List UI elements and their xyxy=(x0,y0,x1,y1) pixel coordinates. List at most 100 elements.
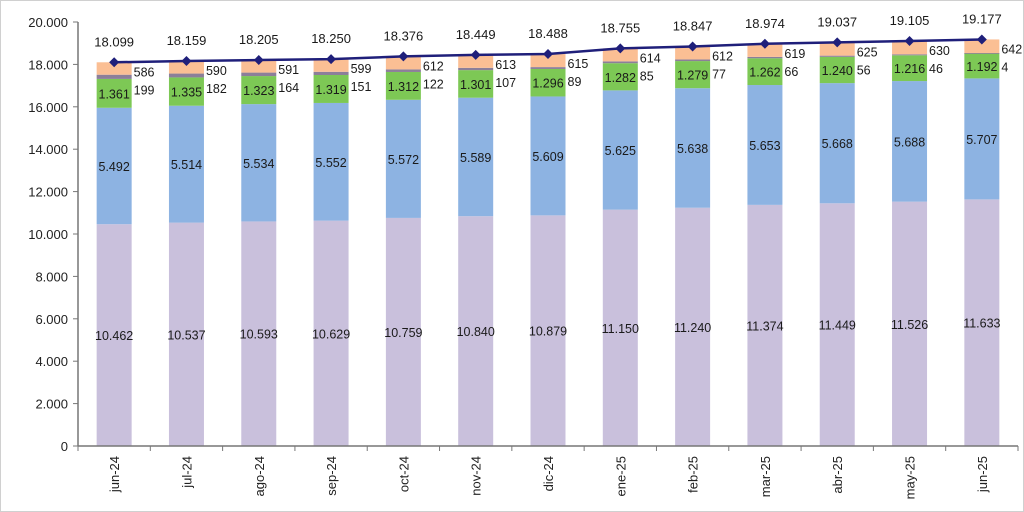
bar-data-label-series-1: 10.593 xyxy=(240,328,278,342)
x-tick-label: jun-25 xyxy=(975,456,990,493)
total-data-label: 18.847 xyxy=(673,18,713,33)
bar-data-label-series-4: 66 xyxy=(784,65,798,79)
x-tick-label: mar-25 xyxy=(758,456,773,497)
bar-segment-series-5 xyxy=(530,54,566,68)
total-data-label: 19.177 xyxy=(962,11,1002,26)
bar-data-label-series-1: 10.840 xyxy=(457,325,495,339)
y-tick-label: 6.000 xyxy=(35,312,68,327)
bar-data-label-series-5: 591 xyxy=(278,63,299,77)
bar-data-label-series-5: 613 xyxy=(495,58,516,72)
bar-data-label-series-3: 1.192 xyxy=(966,60,997,74)
bar-segment-series-4 xyxy=(385,69,421,72)
bar-segment-series-4 xyxy=(892,54,928,56)
bar-data-label-series-2: 5.707 xyxy=(966,133,997,147)
x-tick-label: jun-24 xyxy=(107,456,122,493)
bar-data-label-series-3: 1.279 xyxy=(677,69,708,83)
bar-data-label-series-3: 1.282 xyxy=(605,71,636,85)
bar-segment-series-1 xyxy=(602,209,638,446)
bar-segment-series-1 xyxy=(530,215,566,446)
total-line-layer xyxy=(109,34,987,68)
bar-data-label-series-2: 5.609 xyxy=(532,150,563,164)
bar-data-label-series-5: 642 xyxy=(1001,42,1022,56)
bar-segment-series-4 xyxy=(964,53,1000,54)
bar-data-label-series-1: 10.537 xyxy=(167,328,205,342)
bar-segment-series-1 xyxy=(313,220,349,446)
bar-segment-series-4 xyxy=(747,56,783,59)
bar-data-label-series-3: 1.216 xyxy=(894,62,925,76)
bar-segment-series-4 xyxy=(168,73,204,78)
y-tick-label: 4.000 xyxy=(35,354,68,369)
bar-data-label-series-4: 4 xyxy=(1001,60,1008,74)
bar-segment-series-4 xyxy=(675,59,711,62)
bar-segment-series-5 xyxy=(241,60,277,73)
y-tick-label: 12.000 xyxy=(28,185,68,200)
bar-data-label-series-4: 46 xyxy=(929,62,943,76)
total-data-label: 18.250 xyxy=(311,31,351,46)
bars-layer xyxy=(96,39,1000,446)
bar-data-label-series-3: 1.312 xyxy=(388,80,419,94)
bar-segment-series-1 xyxy=(892,201,928,446)
bar-segment-series-4 xyxy=(530,67,566,69)
bar-data-label-series-2: 5.552 xyxy=(315,156,346,170)
bar-data-label-series-5: 586 xyxy=(134,65,155,79)
bar-data-label-series-1: 11.633 xyxy=(963,317,1000,331)
bar-segment-series-2 xyxy=(530,96,566,216)
total-marker xyxy=(109,57,120,68)
bar-segment-series-2 xyxy=(819,83,855,204)
bar-data-label-series-4: 85 xyxy=(640,69,654,83)
bar-segment-series-2 xyxy=(241,104,277,222)
bar-data-label-series-2: 5.688 xyxy=(894,135,925,149)
bar-data-label-series-4: 56 xyxy=(857,63,871,77)
bar-data-label-series-4: 151 xyxy=(351,80,372,94)
bar-segment-series-3 xyxy=(964,53,1000,79)
x-tick-label: ago-24 xyxy=(252,456,267,496)
bar-data-label-series-1: 11.150 xyxy=(602,322,639,336)
bar-data-label-series-1: 11.240 xyxy=(674,321,711,335)
bar-data-label-series-3: 1.296 xyxy=(532,77,563,91)
bar-segment-series-5 xyxy=(168,61,204,74)
bar-segment-series-1 xyxy=(747,204,783,446)
total-data-label: 19.105 xyxy=(890,13,930,28)
total-data-label: 18.376 xyxy=(384,28,424,43)
total-marker xyxy=(615,43,626,54)
bar-segment-series-2 xyxy=(964,78,1000,200)
bar-data-label-series-5: 599 xyxy=(351,62,372,76)
bar-segment-series-2 xyxy=(675,88,711,208)
bar-segment-series-5 xyxy=(892,40,928,55)
bar-segment-series-1 xyxy=(675,207,711,446)
bar-data-label-series-4: 182 xyxy=(206,82,227,96)
bar-segment-series-2 xyxy=(313,102,349,221)
x-tick-label: may-25 xyxy=(903,456,918,499)
bar-segment-series-3 xyxy=(241,76,277,105)
bar-segment-series-4 xyxy=(241,72,277,77)
bar-segment-series-3 xyxy=(819,56,855,84)
x-tick-label: nov-24 xyxy=(469,456,484,496)
bar-data-label-series-4: 122 xyxy=(423,77,444,91)
bar-data-label-series-1: 10.462 xyxy=(95,329,133,343)
bar-data-label-series-1: 10.879 xyxy=(529,325,567,339)
bar-segment-series-2 xyxy=(602,90,638,210)
total-data-label: 18.159 xyxy=(167,33,207,48)
y-tick-label: 18.000 xyxy=(28,57,68,72)
bar-segment-series-1 xyxy=(819,203,855,446)
bar-data-label-series-4: 89 xyxy=(568,75,582,89)
total-data-label: 18.205 xyxy=(239,32,279,47)
total-marker xyxy=(904,35,915,46)
bar-data-label-series-3: 1.301 xyxy=(460,78,491,92)
bar-segment-series-5 xyxy=(964,39,1000,54)
bar-data-label-series-2: 5.668 xyxy=(822,137,853,151)
y-tick-label: 16.000 xyxy=(28,100,68,115)
bar-data-label-series-1: 11.526 xyxy=(891,318,928,332)
axes-layer: 0 2.000 4.000 6.000 8.000 10.000 12.000 14.000 1… xyxy=(28,15,1019,499)
total-marker xyxy=(687,41,698,52)
bar-segment-series-3 xyxy=(313,75,349,103)
bar-segment-series-3 xyxy=(747,58,783,86)
bar-data-label-series-1: 10.759 xyxy=(384,326,422,340)
y-tick-label: 2.000 xyxy=(35,397,68,412)
bar-segment-series-4 xyxy=(313,71,349,75)
x-tick-label: dic-24 xyxy=(541,456,556,491)
bar-segment-series-2 xyxy=(385,99,421,218)
bar-segment-series-3 xyxy=(530,68,566,97)
bar-segment-series-3 xyxy=(675,61,711,89)
